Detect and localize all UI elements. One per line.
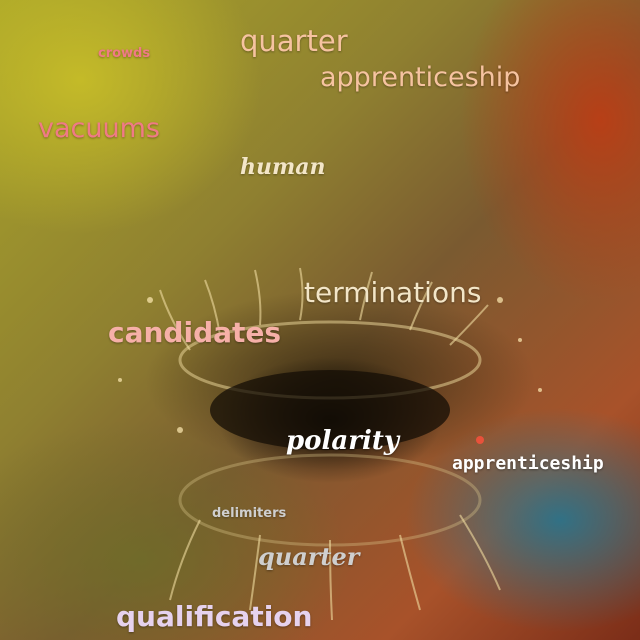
- word-crowds: crowds: [98, 46, 151, 61]
- word-human: human: [240, 154, 326, 180]
- word-apprenticeship-right: apprenticeship: [452, 453, 604, 474]
- word-terminations: terminations: [304, 276, 482, 309]
- word-quarter-bottom: quarter: [258, 542, 360, 571]
- word-delimiters: delimiters: [212, 506, 287, 521]
- word-polarity: polarity: [286, 426, 399, 456]
- word-vacuums: vacuums: [38, 113, 160, 144]
- word-apprenticeship-top: apprenticeship: [320, 62, 521, 93]
- word-quarter-top: quarter: [240, 24, 348, 58]
- word-candidates: candidates: [108, 316, 282, 349]
- word-qualification: qualification: [116, 600, 313, 633]
